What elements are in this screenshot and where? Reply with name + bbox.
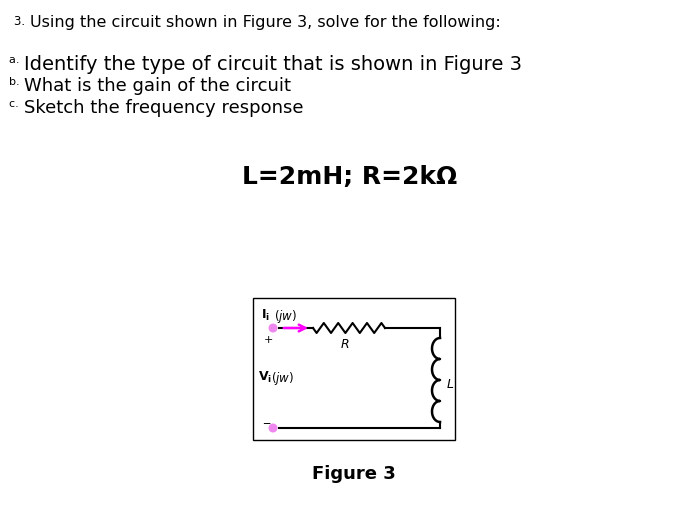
Text: $\mathit{L}$: $\mathit{L}$ — [446, 379, 454, 391]
Text: c.: c. — [9, 99, 22, 109]
Circle shape — [269, 323, 277, 333]
Text: +: + — [264, 335, 274, 345]
Bar — [253, 298, 455, 440]
Text: $\mathit{R}$: $\mathit{R}$ — [340, 338, 350, 351]
Text: L=2mH; R=2kΩ: L=2mH; R=2kΩ — [242, 165, 458, 189]
Text: Figure 3: Figure 3 — [312, 465, 396, 483]
Text: $\mathit{(jw)}$: $\mathit{(jw)}$ — [274, 308, 297, 325]
Text: Using the circuit shown in Figure 3, solve for the following:: Using the circuit shown in Figure 3, sol… — [30, 15, 500, 30]
Text: $\mathbf{V_i}$: $\mathbf{V_i}$ — [258, 370, 272, 385]
Text: Identify the type of circuit that is shown in Figure 3: Identify the type of circuit that is sho… — [24, 55, 522, 74]
Text: ‾: ‾ — [263, 423, 270, 436]
Text: Sketch the frequency response: Sketch the frequency response — [24, 99, 304, 117]
Text: a.: a. — [9, 55, 23, 65]
Text: 3.: 3. — [14, 15, 29, 28]
Text: $\mathit{(jw)}$: $\mathit{(jw)}$ — [271, 370, 294, 387]
Circle shape — [269, 423, 277, 433]
Text: b.: b. — [9, 77, 23, 87]
Text: What is the gain of the circuit: What is the gain of the circuit — [24, 77, 291, 95]
Text: $\mathbf{I_i}$: $\mathbf{I_i}$ — [261, 308, 270, 323]
